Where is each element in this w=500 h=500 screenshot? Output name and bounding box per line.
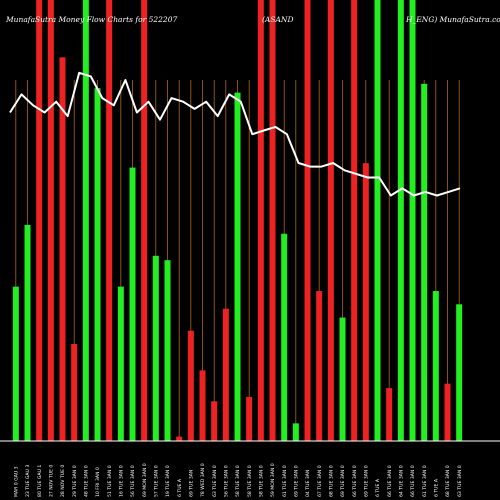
title-part-3: H_ENG) MunafaSutra.com xyxy=(405,15,500,24)
bar xyxy=(316,291,323,441)
x-tick-label: 58 TUE 3AN 0 xyxy=(247,465,253,497)
bar xyxy=(409,0,416,441)
x-tick-label: 66 TUE 3AN 0 xyxy=(352,465,358,497)
x-tick-label: 66 TUE 3AN 0 xyxy=(387,465,393,497)
x-tick-label: 29 TUE 3AN 0 xyxy=(72,465,78,497)
price-line-group xyxy=(9,71,461,197)
bar xyxy=(456,304,463,441)
chart-title: MunafaSutra Money Flow Charts for 522207… xyxy=(5,15,500,24)
x-tick-label: 23 TUE GAU 3 xyxy=(25,465,31,497)
bar xyxy=(234,92,241,442)
bar xyxy=(421,83,428,441)
bar xyxy=(24,224,31,441)
x-tick-label: 66 TUE 3AN 0 xyxy=(410,465,416,497)
x-tick-label: 67 TUE 3AN 0 xyxy=(317,465,323,497)
bar xyxy=(187,330,194,441)
x-tick-label: 6 TUE A xyxy=(375,478,381,497)
bar xyxy=(176,436,183,441)
x-tick-label: 69 TUE 3AN 0 xyxy=(293,465,299,497)
bar xyxy=(269,0,276,441)
x-tick-label: 10 FRI 3AN 0 xyxy=(95,467,101,497)
bar xyxy=(211,401,218,441)
bar xyxy=(59,57,66,442)
x-tick-label: 51 TUE 3AN 0 xyxy=(107,465,113,497)
bar xyxy=(117,286,124,441)
bar xyxy=(374,0,381,441)
bar xyxy=(327,0,334,441)
x-tick-label: 59 MON 3AN 0 xyxy=(270,463,276,497)
bar xyxy=(94,88,101,441)
bar xyxy=(106,0,113,441)
title-part-1: MunafaSutra Money Flow Charts for 522207 xyxy=(5,15,177,24)
bar xyxy=(152,255,159,441)
x-tick-label: 58 TUE 3AN 0 xyxy=(235,465,241,497)
x-tick-label: 28 NOV TUE 0 xyxy=(60,465,66,497)
x-tick-label: 69 TUE 3AN xyxy=(188,470,194,497)
x-tick-label: 69 TUE 3AN 0 xyxy=(340,465,346,497)
bar xyxy=(246,396,253,441)
price-line xyxy=(9,71,461,197)
x-tick-label: 27 NOV TUE 0 xyxy=(48,465,54,497)
bar xyxy=(397,0,404,441)
bar xyxy=(432,291,439,441)
bar xyxy=(36,0,43,441)
x-tick-label: 04 TUE 3AN xyxy=(305,470,311,497)
x-tick-label: 56 TUE 3AN 0 xyxy=(130,465,136,497)
x-tick-label: 58 TUE 3AN 0 xyxy=(258,465,264,497)
x-tick-label: 6 TUE A xyxy=(433,478,439,497)
bar xyxy=(257,0,264,441)
bar xyxy=(444,383,451,441)
x-tick-label: 64 TUE 3AN 0 xyxy=(398,465,404,497)
bar xyxy=(222,308,229,441)
x-tick-label: 56 TUE 3AN 0 xyxy=(223,465,229,497)
bar xyxy=(386,388,393,441)
x-tick-label: 19 TUE 3AN 0 xyxy=(165,465,171,497)
x-tick-label: 68 TUE 3AN 0 xyxy=(445,465,451,497)
x-tick-label: 69 MON 3AN 0 xyxy=(142,463,148,497)
bar xyxy=(141,0,148,441)
x-tick-label: 6 TUE A xyxy=(177,478,183,497)
x-tick-labels: MAR 0 GAU 3 23 TUE GAU 3 80 TUE GAU 1 27 NO… xyxy=(13,463,462,497)
bars-group xyxy=(12,0,463,442)
x-tick-label: 80 TUE GAU 1 xyxy=(37,465,43,497)
bar xyxy=(12,286,19,441)
bar xyxy=(82,0,89,441)
x-tick-label: 63 TUE 3AN 0 xyxy=(457,465,463,497)
x-tick-label: 61 TUE 3AN 0 xyxy=(282,465,288,497)
x-tick-label: 78 WED 3AN 0 xyxy=(200,463,206,497)
x-tick-label: 63 TUE 3AN 0 xyxy=(212,465,218,497)
bar xyxy=(47,0,54,441)
x-tick-label: MAR 0 GAU 3 xyxy=(13,466,19,497)
x-tick-label: 57 TUE 3AN 0 xyxy=(153,465,159,497)
x-tick-label: 16 TUE 3AN 0 xyxy=(118,465,124,497)
title-part-2: (ASAND xyxy=(262,15,293,24)
bar xyxy=(71,343,78,441)
bar xyxy=(199,370,206,441)
bar xyxy=(281,233,288,441)
bar xyxy=(351,0,358,441)
x-tick-label: 69 TUE 3AN 0 xyxy=(363,465,369,497)
x-tick-label: 48 TUE 3AN 0 xyxy=(83,465,89,497)
bar xyxy=(164,260,171,441)
x-tick-label: 61 TUE 3AN 0 xyxy=(422,465,428,497)
bar xyxy=(362,163,369,442)
bar xyxy=(339,317,346,441)
x-tick-label: 68 TUE 3AN 0 xyxy=(328,465,334,497)
bar xyxy=(129,167,136,441)
bar xyxy=(304,0,311,441)
bar xyxy=(292,423,299,441)
